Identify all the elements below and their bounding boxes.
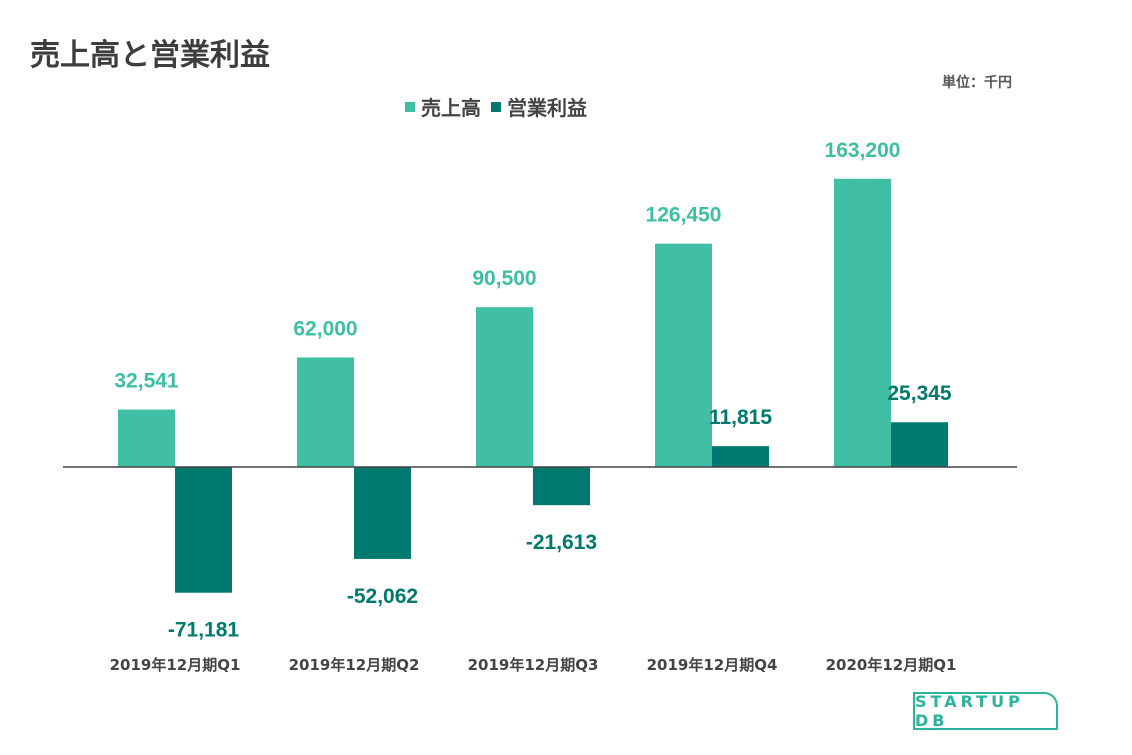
x-tick-label-5: 2020年12月期Q1 xyxy=(826,656,957,674)
unit-label: 単位：千円 xyxy=(942,75,1012,91)
x-tick-label-3: 2019年12月期Q3 xyxy=(468,656,599,674)
bar-profit-4 xyxy=(712,446,769,467)
data-label-profit-4: 11,815 xyxy=(709,406,772,429)
legend-item-profit: 営業利益 xyxy=(491,92,587,121)
x-tick-label-1: 2019年12月期Q1 xyxy=(110,656,241,674)
data-label-profit-5: 25,345 xyxy=(887,382,952,405)
x-tick-label-2: 2019年12月期Q2 xyxy=(289,656,420,674)
legend-swatch-profit xyxy=(491,101,501,112)
data-label-profit-2: -52,062 xyxy=(347,585,418,608)
data-label-sales-4: 126,450 xyxy=(646,204,722,227)
data-label-sales-2: 62,000 xyxy=(293,318,357,341)
bar-sales-4 xyxy=(655,243,712,467)
bar-sales-3 xyxy=(476,307,533,467)
data-label-profit-3: -21,613 xyxy=(526,531,597,554)
legend-label-sales: 売上高 xyxy=(421,96,481,120)
bar-sales-1 xyxy=(118,409,175,467)
bar-profit-1 xyxy=(175,467,232,593)
bar-sales-5 xyxy=(834,178,891,467)
x-tick-label-4: 2019年12月期Q4 xyxy=(647,656,778,674)
data-label-sales-5: 163,200 xyxy=(825,139,901,162)
legend-label-profit: 営業利益 xyxy=(507,96,587,120)
legend: 売上高 営業利益 xyxy=(405,92,587,121)
chart-title: 売上高と営業利益 xyxy=(30,38,270,73)
bar-profit-5 xyxy=(891,422,948,467)
data-label-sales-3: 90,500 xyxy=(472,267,536,290)
legend-swatch-sales xyxy=(405,101,415,112)
data-label-profit-1: -71,181 xyxy=(168,619,240,642)
legend-item-sales: 売上高 xyxy=(405,92,481,121)
bar-profit-3 xyxy=(533,467,590,506)
bar-profit-2 xyxy=(354,467,411,559)
data-label-sales-1: 32,541 xyxy=(114,370,179,393)
startup-db-logo: STARTUP DB xyxy=(913,692,1058,730)
bar-sales-2 xyxy=(297,357,354,467)
